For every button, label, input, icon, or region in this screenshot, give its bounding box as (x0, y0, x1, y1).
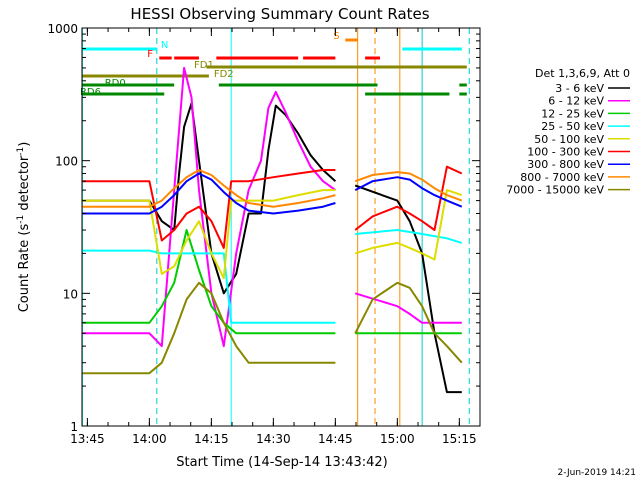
legend-label-2: 12 - 25 keV (541, 107, 604, 120)
series-line-2 (82, 229, 462, 335)
legend-label-0: 3 - 6 keV (555, 82, 604, 95)
date-stamp: 2-Jun-2019 14:21 (558, 468, 637, 478)
legend-label-4: 50 - 100 keV (534, 133, 604, 146)
y-axis: 1 10 100 1000 (47, 22, 480, 434)
x-axis-label: Start Time (14-Sep-14 13:43:42) (176, 455, 387, 470)
flag-label-fd1: FD1 (194, 60, 214, 71)
series-line-1 (82, 66, 462, 348)
series-line-8 (82, 281, 463, 375)
y-axis-label-main: Count Rate (s (17, 224, 32, 313)
x-tick-label-6: 15:15 (442, 432, 477, 446)
plot-frame (81, 27, 481, 427)
legend-label-6: 300 - 800 keV (527, 158, 604, 171)
flag-label-rd0: RD0 (105, 78, 126, 89)
y-tick-label-2: 100 (55, 155, 78, 169)
x-tick-label-5: 15:00 (380, 432, 415, 446)
x-tick-label-3: 14:30 (256, 432, 291, 446)
series-line-3 (82, 229, 463, 324)
y-axis-label-end: ) (17, 142, 32, 147)
legend-label-3: 25 - 50 keV (541, 120, 604, 133)
chart-title: HESSI Observing Summary Count Rates (130, 5, 429, 23)
series-line-5 (82, 165, 463, 249)
y-tick-label-1: 10 (63, 287, 78, 301)
legend-label-8: 7000 - 15000 keV (506, 184, 604, 197)
legend-title: Det 1,3,6,9, Att 0 (535, 67, 630, 80)
series-line-6 (82, 172, 463, 215)
y-axis-label: Count Rate (s-1 detector-1) (16, 142, 32, 313)
flag-label-s: S (333, 31, 339, 42)
flag-label-f: F (147, 49, 153, 60)
legend-label-1: 6 - 12 keV (548, 95, 604, 108)
x-tick-label-2: 14:15 (194, 432, 229, 446)
x-tick-label-0: 13:45 (70, 432, 105, 446)
y-axis-label-sup2: -1 (16, 147, 26, 156)
x-tick-label-1: 14:00 (132, 432, 167, 446)
legend-label-7: 800 - 7000 keV (520, 171, 604, 184)
y-axis-label-mid: detector (17, 155, 32, 215)
flag-label-fd2: FD2 (214, 69, 234, 80)
x-tick-label-4: 14:45 (318, 432, 353, 446)
y-tick-label-3: 1000 (47, 22, 78, 36)
y-tick-label-0: 1 (70, 420, 78, 434)
series-lines (82, 66, 463, 394)
legend-label-5: 100 - 300 keV (527, 146, 604, 159)
x-axis: 13:45 14:00 14:15 14:30 14:45 15:00 15:15 (70, 28, 477, 446)
series-line-4 (82, 189, 463, 280)
series-line-7 (82, 169, 463, 208)
y-axis-label-sup1: -1 (16, 215, 26, 224)
flag-label-n: N (161, 40, 168, 51)
flag-label-rd6: RD6 (80, 87, 101, 98)
